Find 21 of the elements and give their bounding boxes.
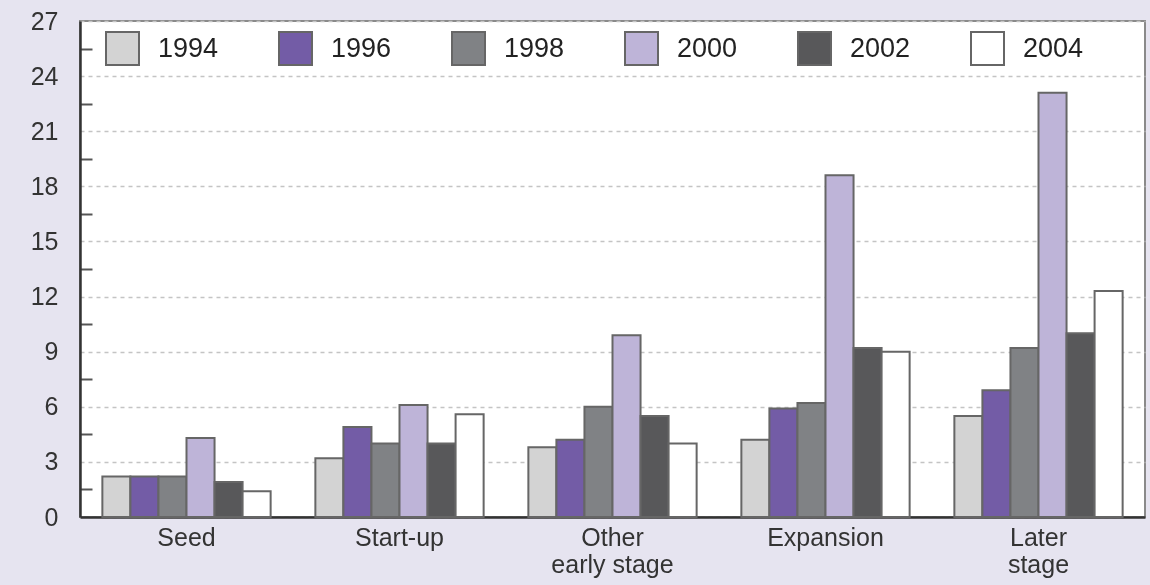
x-tick-label: Later stage (1007, 522, 1070, 578)
y-tick-label: 27 (30, 6, 59, 35)
y-tick-label: 0 (44, 502, 59, 531)
legend-label: 2004 (1023, 32, 1084, 63)
y-tick-label: 24 (30, 61, 59, 90)
legend-label: 2000 (677, 32, 738, 63)
y-tick-label: 12 (30, 282, 59, 311)
legend-label: 1998 (504, 32, 565, 63)
y-tick-label: 3 (44, 447, 59, 476)
legend-label: 1996 (331, 32, 392, 63)
y-tick-label: 6 (44, 392, 59, 421)
x-tick-label: Expansion (767, 522, 884, 551)
legend-label: 1994 (158, 32, 219, 63)
x-tick-label: Seed (157, 522, 216, 551)
y-tick-label: 18 (30, 171, 59, 200)
x-tick-label: Start-up (355, 522, 444, 551)
x-tick-label: Other early stage (551, 522, 674, 578)
y-tick-label: 21 (30, 116, 59, 145)
y-tick-label: 15 (30, 226, 59, 255)
legend-label: 2002 (850, 32, 911, 63)
y-tick-label: 9 (44, 337, 59, 366)
